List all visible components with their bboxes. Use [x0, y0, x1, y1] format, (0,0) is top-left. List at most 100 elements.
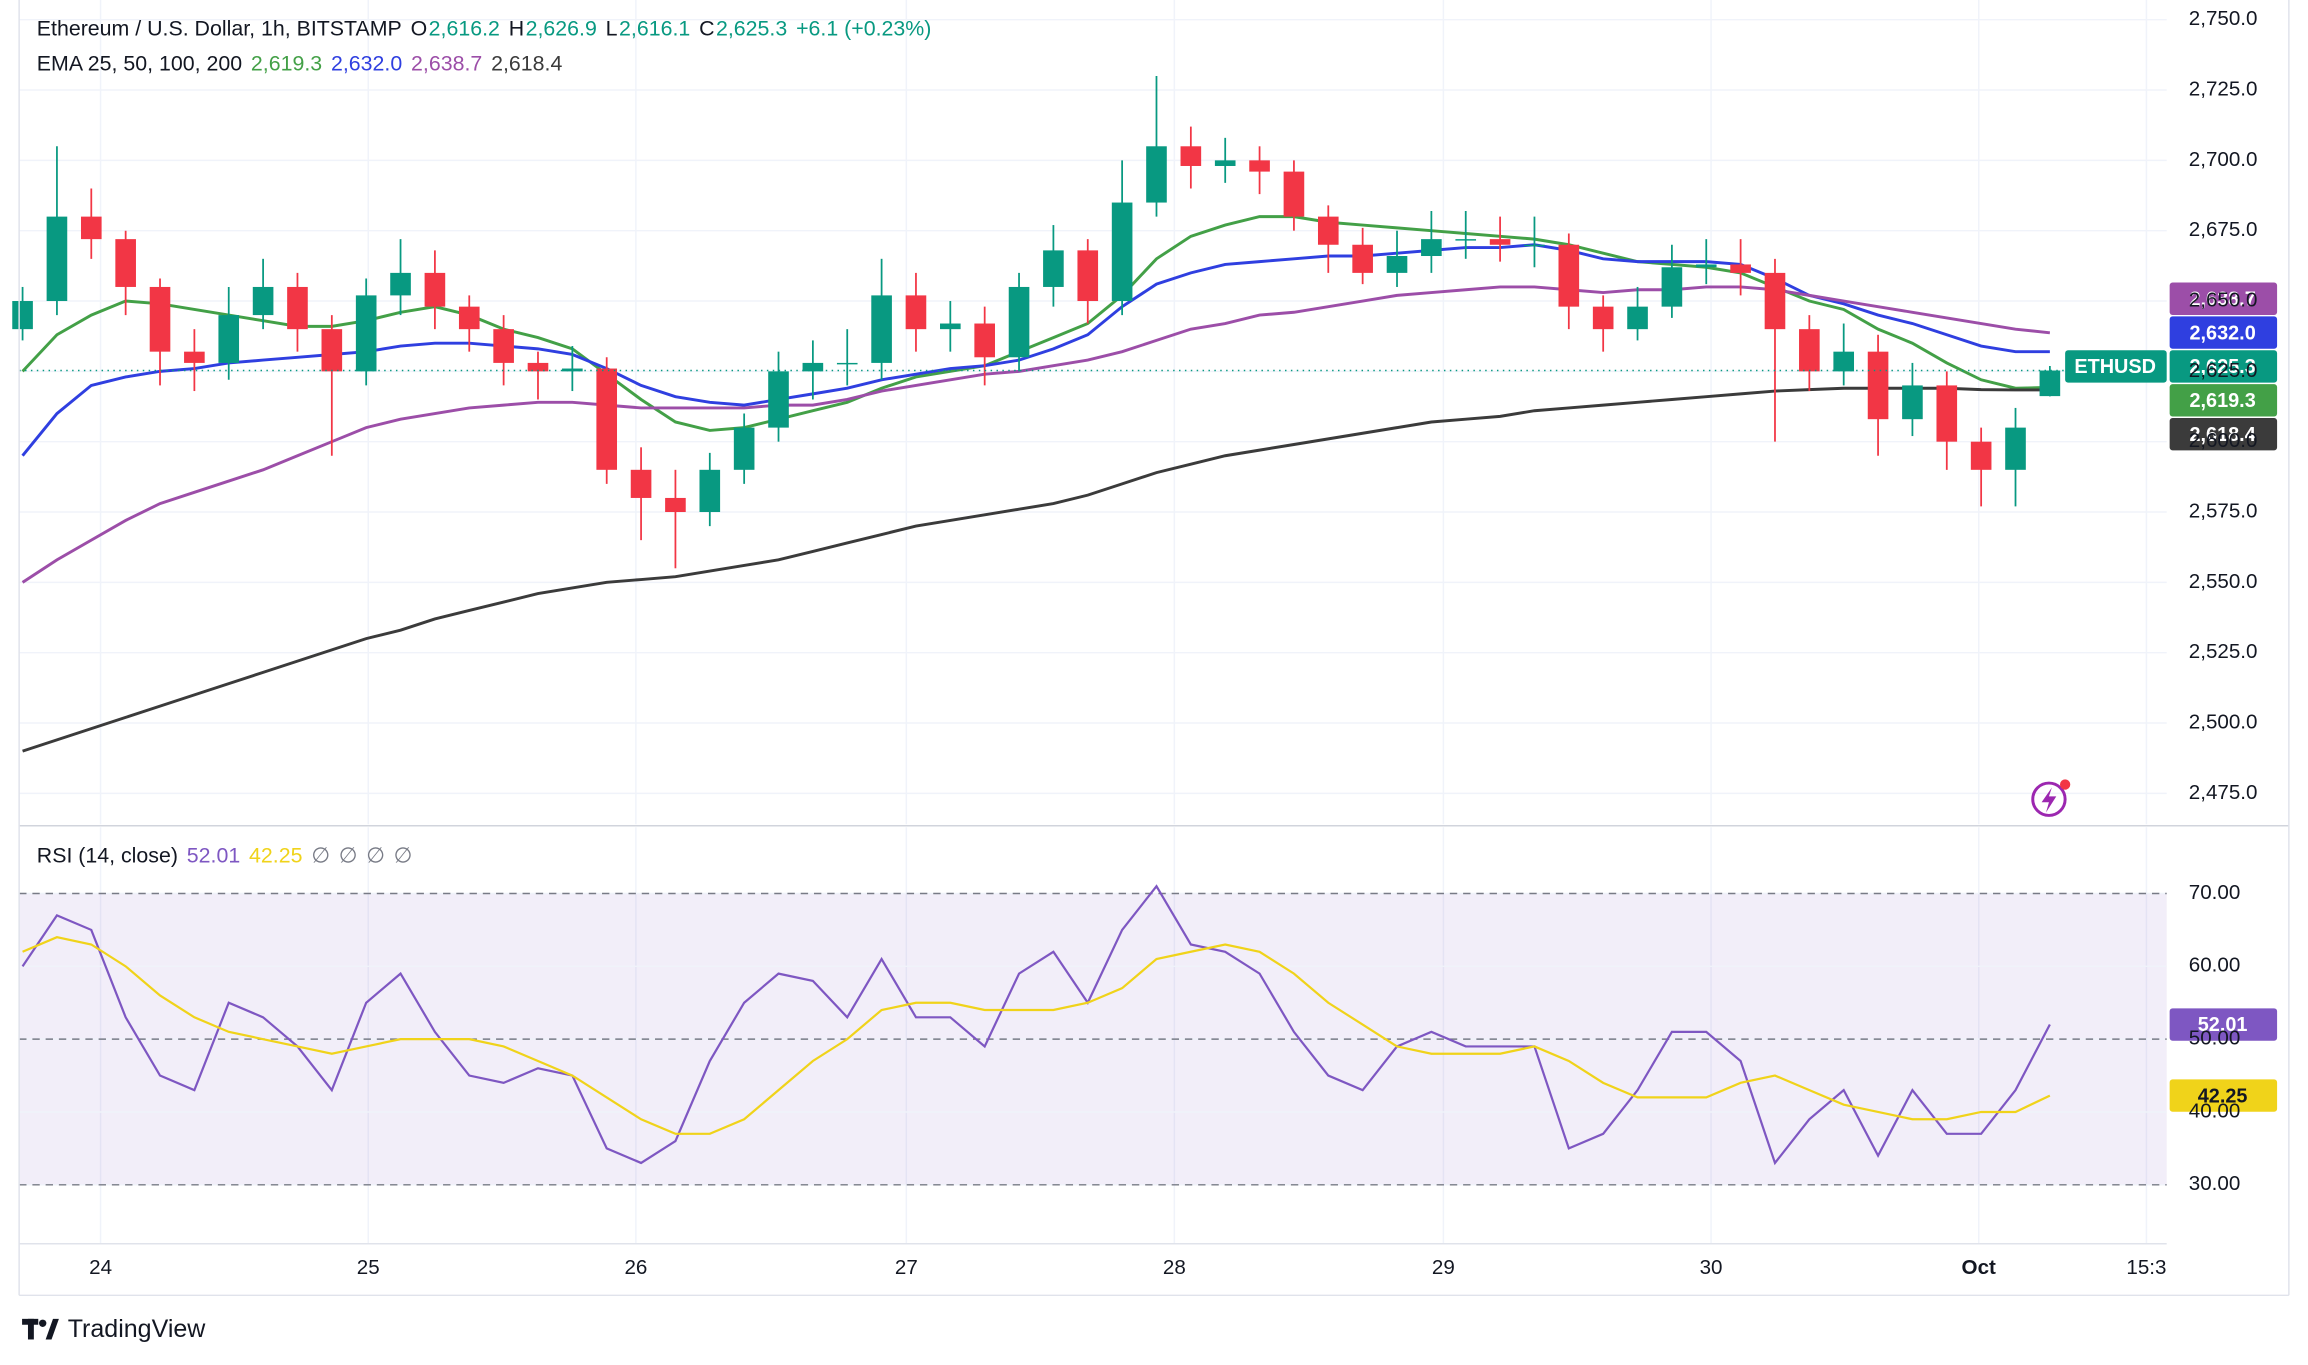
y-tick-label: 2,600.0: [2189, 429, 2258, 452]
candle-body: [1970, 441, 1992, 470]
x-tick-label: 30: [1700, 1256, 1723, 1279]
candle-body: [252, 286, 274, 316]
ema-value: 2,619.3: [250, 52, 323, 77]
candle-body: [596, 368, 618, 470]
candle-body: [527, 362, 549, 372]
brand-logo[interactable]: [22, 1318, 59, 1340]
price-tag: [2169, 384, 2278, 417]
indicator-name: EMA 25, 50, 100, 200: [36, 52, 243, 77]
y-tick-label: 2,575.0: [2189, 499, 2258, 522]
price-tag: [2169, 1079, 2278, 1112]
y-tick-label: 2,750.0: [2189, 7, 2258, 30]
candle-body: [1695, 264, 1717, 268]
candle-body: [80, 216, 102, 240]
symbol-tag: [2065, 350, 2167, 383]
candle-body: [149, 286, 171, 352]
symbol-tag-label: ETHUSD: [2074, 356, 2156, 378]
candle-body: [974, 323, 995, 358]
placeholder: ∅: [366, 844, 385, 869]
x-tick-label: 28: [1163, 1256, 1186, 1279]
indicator-name: RSI (14, close): [36, 844, 178, 869]
candle-body: [1146, 146, 1167, 203]
candle-body: [1386, 256, 1408, 273]
ohlc-key: C: [699, 17, 715, 42]
price-tag: [2169, 1008, 2278, 1041]
y-tick-label: 30.00: [2189, 1172, 2241, 1195]
y-tick-label: 2,525.0: [2189, 640, 2258, 663]
candle-body: [458, 306, 480, 330]
x-tick-label: Oct: [1962, 1256, 1996, 1279]
y-tick-label: 2,675.0: [2189, 218, 2258, 241]
price-tag-label: 2,618.4: [2189, 424, 2255, 446]
candle-body: [1592, 306, 1614, 330]
candle-body: [905, 295, 927, 330]
placeholder: ∅: [338, 844, 358, 869]
candle-body: [1008, 286, 1030, 358]
ema-line: [21, 285, 2051, 584]
symbol-legend: Ethereum / U.S. Dollar, 1h, BITSTAMP O2,6…: [37, 16, 940, 42]
candle-body: [1249, 160, 1270, 172]
candle-body: [1558, 244, 1580, 307]
candle-body: [1936, 385, 1958, 442]
candle-body: [1111, 202, 1133, 302]
price-tag: [2169, 350, 2278, 383]
price-tag-label: 2,632.0: [2189, 322, 2255, 344]
alert-icon[interactable]: [2031, 779, 2071, 817]
candle-body: [1352, 244, 1373, 273]
ema-value: 2,638.7: [411, 52, 483, 77]
x-tick-label: 26: [624, 1256, 647, 1279]
candle-body: [1180, 146, 1202, 166]
brand-name[interactable]: TradingView: [68, 1315, 207, 1343]
candle-body: [115, 239, 136, 287]
candle-body: [1661, 267, 1683, 307]
candle-body: [1833, 351, 1855, 372]
ohlc-value: 2,625.3: [716, 17, 788, 42]
price-tag-label: 2,638.7: [2189, 288, 2255, 310]
candle-body: [733, 427, 755, 470]
candle-body: [562, 368, 583, 372]
y-tick-label: 2,475.0: [2189, 781, 2258, 804]
rsi-value: 42.25: [249, 844, 303, 869]
candle-body: [1867, 351, 1889, 420]
plot: [12, 75, 2167, 1166]
symbol-title: Ethereum / U.S. Dollar, 1h, BITSTAMP: [36, 17, 402, 42]
ema-value: 2,632.0: [330, 52, 403, 77]
candle-body: [46, 216, 68, 302]
ohlc-value: 2,616.1: [619, 17, 691, 42]
candle-body: [1524, 244, 1545, 247]
ohlc-key: H: [508, 17, 525, 42]
y-tick-label: 70.00: [2189, 881, 2241, 904]
price-tag-label: 52.01: [2198, 1014, 2248, 1036]
price-tag-label: 42.25: [2198, 1085, 2248, 1107]
y-tick-label: 2,700.0: [2189, 148, 2258, 171]
rsi-line: [22, 936, 2051, 1135]
candle-body: [218, 315, 240, 363]
y-tick-label: 2,625.0: [2189, 359, 2258, 382]
candle-body: [2005, 427, 2026, 470]
price-tag: [2169, 316, 2278, 349]
candle-body: [871, 295, 892, 363]
y-tick-label: 2,650.0: [2189, 288, 2258, 311]
y-tick-label: 2,500.0: [2189, 710, 2258, 733]
candle-body: [802, 362, 824, 372]
candle-body: [665, 497, 686, 513]
change: +6.1 (+0.23%): [796, 17, 932, 42]
candle-body: [836, 362, 858, 365]
ema-value: 2,618.4: [491, 52, 563, 77]
candle-body: [493, 329, 514, 363]
candle-body: [1799, 329, 1820, 372]
grid: [19, 0, 2167, 1244]
rsi-value: 52.01: [186, 844, 241, 869]
x-tick-label: 27: [895, 1256, 918, 1279]
candle-body: [12, 301, 33, 330]
price-tag: [2169, 417, 2278, 451]
ohlc-key: L: [605, 17, 618, 42]
candle-body: [287, 286, 308, 330]
candle-body: [184, 351, 205, 363]
ema-line: [21, 215, 2050, 432]
candle-body: [1077, 250, 1099, 302]
candle-body: [1317, 216, 1339, 245]
y-tick-label: 60.00: [2189, 954, 2241, 977]
candle-body: [940, 323, 961, 330]
